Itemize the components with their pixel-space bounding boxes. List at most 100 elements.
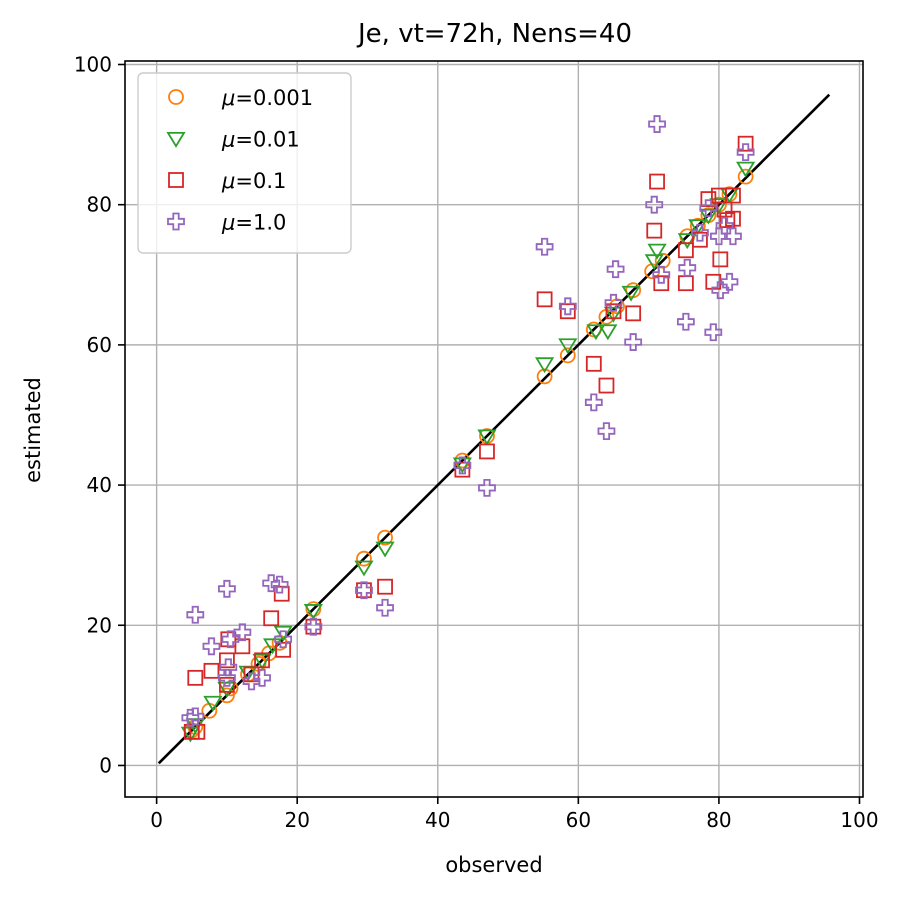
legend-label-value: =0.1: [235, 169, 286, 193]
data-point: [305, 601, 322, 618]
legend-label-symbol: μ: [221, 211, 235, 235]
data-point: [586, 324, 606, 341]
data-point: [356, 550, 372, 567]
data-point: [692, 231, 708, 248]
legend-label: μ=0.001: [221, 86, 313, 110]
y-axis-label: estimated: [21, 377, 45, 483]
data-point: [252, 653, 272, 670]
data-point: [621, 285, 641, 302]
data-point: [711, 281, 730, 300]
data-point: [606, 260, 625, 279]
data-point: [181, 708, 200, 727]
data-point: [303, 604, 323, 620]
data-point: [653, 275, 670, 292]
data-point: [187, 669, 204, 686]
data-point: [584, 393, 603, 412]
data-point: [377, 529, 393, 546]
y-tick-label: 20: [87, 613, 112, 637]
legend-marker: [168, 172, 184, 188]
data-point: [625, 305, 642, 322]
legend-item: μ=1.0: [167, 211, 286, 235]
data-point: [720, 272, 739, 291]
x-axis: 0 20 40 60 80 100: [150, 797, 879, 832]
data-point: [645, 195, 664, 214]
data-point: [219, 652, 235, 669]
x-tick-label: 80: [706, 808, 731, 832]
legend-label-value: =0.01: [235, 128, 299, 152]
data-point: [652, 265, 671, 284]
legend-label-symbol: μ: [221, 86, 235, 110]
legend-label-symbol: μ: [221, 169, 235, 193]
series-layer: [180, 115, 756, 743]
data-point: [304, 617, 323, 636]
x-tick-label: 60: [566, 808, 591, 832]
data-point: [719, 212, 736, 229]
data-point: [604, 293, 623, 312]
data-point: [453, 456, 472, 475]
legend-label: μ=0.1: [221, 169, 286, 193]
legend-label-value: =0.001: [235, 86, 313, 110]
data-point: [677, 242, 694, 259]
data-point: [186, 707, 205, 726]
legend-marker: [166, 131, 186, 148]
data-point: [479, 443, 495, 460]
data-point: [186, 605, 205, 624]
data-point: [254, 652, 270, 669]
data-point: [305, 618, 322, 635]
y-tick-label: 60: [87, 333, 112, 357]
x-tick-label: 40: [425, 808, 450, 832]
data-point: [354, 560, 374, 577]
data-point: [716, 201, 733, 218]
data-point: [203, 695, 223, 712]
data-point: [648, 115, 666, 133]
legend-box: [137, 72, 352, 254]
y-tick-label: 0: [99, 753, 112, 777]
data-point: [535, 237, 554, 256]
x-tick-label: 0: [150, 808, 163, 832]
data-point: [624, 333, 643, 351]
data-point: [603, 306, 624, 323]
data-point: [605, 303, 622, 320]
legend-label-value: =1.0: [235, 211, 286, 235]
data-point: [598, 377, 615, 394]
data-point: [691, 223, 709, 242]
y-tick-label: 100: [74, 53, 112, 77]
data-point: [559, 303, 576, 320]
data-point: [704, 323, 723, 342]
data-point: [452, 457, 472, 474]
data-point: [736, 143, 755, 162]
legend-marker: [167, 212, 185, 231]
data-point: [454, 461, 471, 478]
legend-label: μ=0.01: [221, 128, 300, 152]
data-point: [233, 623, 252, 642]
data-point: [585, 355, 602, 372]
data-point: [202, 637, 221, 656]
data-point: [203, 662, 220, 679]
data-point: [725, 187, 741, 204]
y-axis: 0 20 40 60 80 100: [74, 53, 125, 777]
data-point: [355, 581, 373, 600]
legend-label: μ=1.0: [221, 211, 286, 235]
x-tick-label: 20: [284, 808, 309, 832]
plot-frame: [124, 60, 864, 798]
data-point: [270, 575, 289, 594]
data-point: [218, 579, 236, 598]
y-tick-label: 80: [87, 193, 112, 217]
data-point: [558, 297, 577, 316]
data-point: [263, 610, 280, 627]
x-axis-label: observed: [445, 853, 542, 877]
data-point: [677, 233, 697, 250]
data-point: [234, 638, 251, 655]
data-point: [699, 199, 718, 218]
data-point: [676, 312, 695, 331]
data-point: [646, 222, 663, 239]
data-point: [536, 368, 553, 385]
data-point: [736, 161, 756, 178]
data-point: [647, 243, 667, 260]
data-point: [217, 681, 237, 698]
data-point: [724, 227, 742, 246]
legend-item: μ=0.01: [166, 128, 300, 152]
data-point: [376, 598, 394, 617]
